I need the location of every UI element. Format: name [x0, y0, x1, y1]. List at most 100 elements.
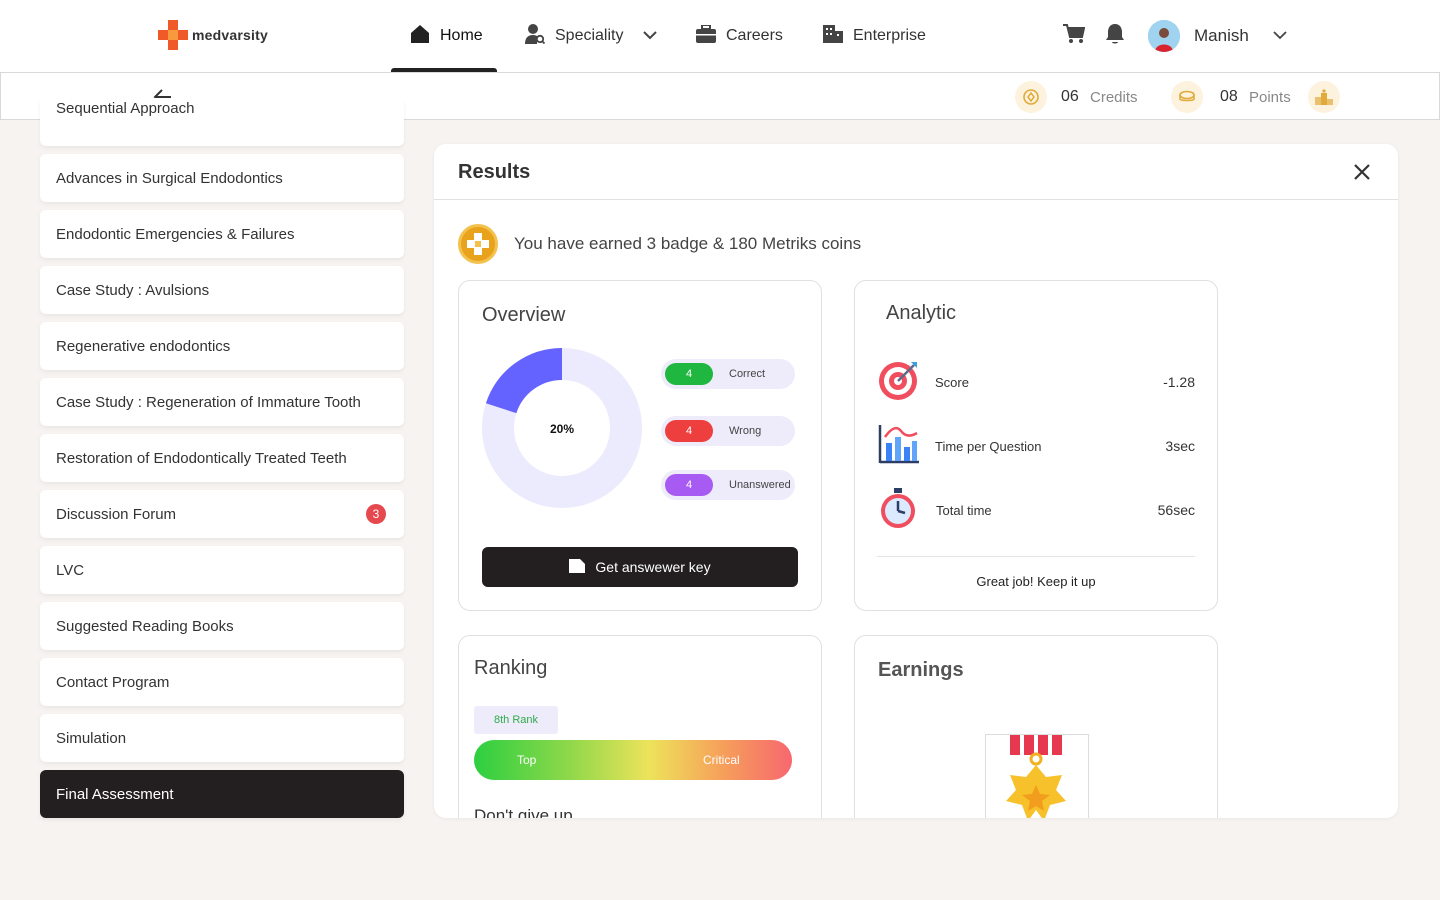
- doctor-search-icon: [525, 23, 546, 50]
- analytic-value: 56sec: [1157, 502, 1195, 518]
- top-navigation: medvarsity Home Speciality Careers Enter…: [0, 0, 1440, 72]
- document-icon: [569, 558, 586, 576]
- results-title: Results: [458, 161, 531, 183]
- stopwatch-icon: [877, 487, 919, 534]
- sidebar-item-simulation[interactable]: Simulation: [40, 714, 404, 762]
- avatar: [1148, 20, 1180, 52]
- legend-label: Correct: [729, 368, 766, 380]
- nav-enterprise-label: Enterprise: [853, 27, 926, 44]
- notifications-button[interactable]: [1105, 0, 1125, 72]
- overview-card: Overview 20% 4 Correct 4 Wrong 4 Unanswe…: [458, 280, 822, 611]
- sidebar-item-label: Case Study : Avulsions: [56, 281, 210, 299]
- analytic-title: Analytic: [886, 302, 957, 324]
- analytic-row-score: Score -1.28: [877, 360, 1195, 404]
- credits-coin-icon: [1015, 81, 1047, 113]
- target-icon: [877, 359, 919, 406]
- sidebar-item-label: Simulation: [56, 729, 127, 747]
- analytic-label: Total time: [936, 502, 992, 518]
- legend-label: Wrong: [729, 425, 762, 437]
- legend-count: 4: [665, 363, 713, 385]
- earnings-badge-icon: [985, 734, 1089, 818]
- bar-chart-icon: [877, 423, 919, 470]
- sidebar-item-discussion-forum[interactable]: Discussion Forum 3: [40, 490, 404, 538]
- earned-text: You have earned 3 badge & 180 Metriks co…: [514, 234, 862, 253]
- sidebar-item-label: LVC: [56, 561, 85, 579]
- legend-label: Unanswered: [729, 479, 791, 491]
- rank-bar-left-label: Top: [517, 753, 537, 767]
- sidebar-item-final-assessment[interactable]: Final Assessment: [40, 770, 404, 818]
- points-label: Points: [1249, 89, 1291, 106]
- sidebar-item-restoration[interactable]: Restoration of Endodontically Treated Te…: [40, 434, 404, 482]
- points-coin-icon: [1171, 81, 1203, 113]
- sidebar-item-label: Sequential Approach: [56, 100, 195, 117]
- bell-icon: [1105, 23, 1125, 50]
- nav-careers[interactable]: Careers: [696, 0, 783, 72]
- sidebar-item-label: Case Study : Regeneration of Immature To…: [56, 393, 361, 411]
- analytic-value: 3sec: [1165, 438, 1195, 454]
- legend-wrong: 4 Wrong: [661, 416, 795, 446]
- legend-count: 4: [665, 420, 713, 442]
- analytic-divider: [877, 556, 1195, 557]
- sidebar-item-case-study-avulsions[interactable]: Case Study : Avulsions: [40, 266, 404, 314]
- analytic-footer: Great job! Keep it up: [976, 574, 1096, 589]
- cart-button[interactable]: [1063, 0, 1086, 72]
- analytic-value: -1.28: [1163, 374, 1195, 390]
- analytic-label: Time per Question: [935, 438, 1042, 454]
- donut-percent-label: 20%: [550, 422, 574, 436]
- legend-count: 4: [665, 474, 713, 496]
- brand-name: medvarsity: [192, 27, 268, 43]
- nav-careers-label: Careers: [726, 27, 783, 44]
- nav-home-label: Home: [440, 27, 483, 44]
- points-value: 08: [1220, 88, 1238, 105]
- earnings-title: Earnings: [878, 659, 964, 681]
- sidebar-item-label: Endodontic Emergencies & Failures: [56, 225, 295, 243]
- nav-active-indicator: [391, 68, 497, 72]
- building-icon: [823, 24, 843, 48]
- chevron-down-icon: [1273, 27, 1287, 45]
- sidebar-item-contact-program[interactable]: Contact Program: [40, 658, 404, 706]
- notification-badge: 3: [366, 504, 386, 524]
- close-icon[interactable]: [1352, 162, 1372, 182]
- user-menu[interactable]: Manish: [1148, 0, 1287, 72]
- sub-header-bar: 06 Credits 08 Points: [0, 72, 1440, 120]
- legend-unanswered: 4 Unanswered: [661, 470, 795, 500]
- sidebar-item-label: Restoration of Endodontically Treated Te…: [56, 449, 347, 467]
- rank-gradient-bar: Top Critical: [474, 740, 792, 780]
- sidebar-item-advances-surgical[interactable]: Advances in Surgical Endodontics: [40, 154, 404, 202]
- sidebar-item-case-study-regeneration[interactable]: Case Study : Regeneration of Immature To…: [40, 378, 404, 426]
- analytic-card: Analytic Score -1.28 Time per Question 3…: [854, 280, 1218, 611]
- earned-banner: You have earned 3 badge & 180 Metriks co…: [458, 224, 861, 264]
- sidebar-item-emergencies-failures[interactable]: Endodontic Emergencies & Failures: [40, 210, 404, 258]
- rank-badge: 8th Rank: [474, 706, 558, 734]
- sidebar-item-label: Contact Program: [56, 673, 170, 691]
- brand-logo[interactable]: medvarsity: [158, 20, 268, 50]
- sidebar-item-lvc[interactable]: LVC: [40, 546, 404, 594]
- overview-donut-chart: 20%: [482, 348, 642, 508]
- medvarsity-logo-icon: [158, 20, 188, 50]
- sidebar-item-label: Final Assessment: [56, 785, 174, 803]
- donut-correct-arc: [485, 348, 563, 414]
- nav-enterprise[interactable]: Enterprise: [823, 0, 926, 72]
- leaderboard-icon[interactable]: [1308, 81, 1340, 113]
- ranking-message: Don't give up: [474, 806, 573, 818]
- sidebar-item-regenerative[interactable]: Regenerative endodontics: [40, 322, 404, 370]
- analytic-row-time-per-question: Time per Question 3sec: [877, 424, 1195, 468]
- nav-speciality[interactable]: Speciality: [525, 0, 658, 72]
- user-name: Manish: [1194, 26, 1249, 45]
- ranking-title: Ranking: [474, 657, 548, 679]
- sidebar-item-reading-books[interactable]: Suggested Reading Books: [40, 602, 404, 650]
- sidebar-item-label: Discussion Forum: [56, 505, 177, 523]
- rank-bar-right-label: Critical: [703, 753, 740, 767]
- answer-key-label: Get answewer key: [595, 559, 711, 575]
- ranking-card: Ranking 8th Rank Top Critical Don't give…: [458, 635, 822, 818]
- earnings-card: Earnings: [854, 635, 1218, 818]
- nav-home[interactable]: Home: [410, 0, 483, 72]
- get-answer-key-button[interactable]: Get answewer key: [482, 547, 798, 587]
- results-panel: Results You have earned 3 badge & 180 Me…: [434, 144, 1398, 818]
- sidebar-item-sequential-approach[interactable]: Sequential Approach: [40, 98, 404, 146]
- legend-correct: 4 Correct: [661, 359, 795, 389]
- credits-label: Credits: [1090, 89, 1138, 106]
- analytic-row-total-time: Total time 56sec: [877, 487, 1195, 534]
- chevron-down-icon: [643, 27, 658, 45]
- nav-speciality-label: Speciality: [555, 27, 624, 44]
